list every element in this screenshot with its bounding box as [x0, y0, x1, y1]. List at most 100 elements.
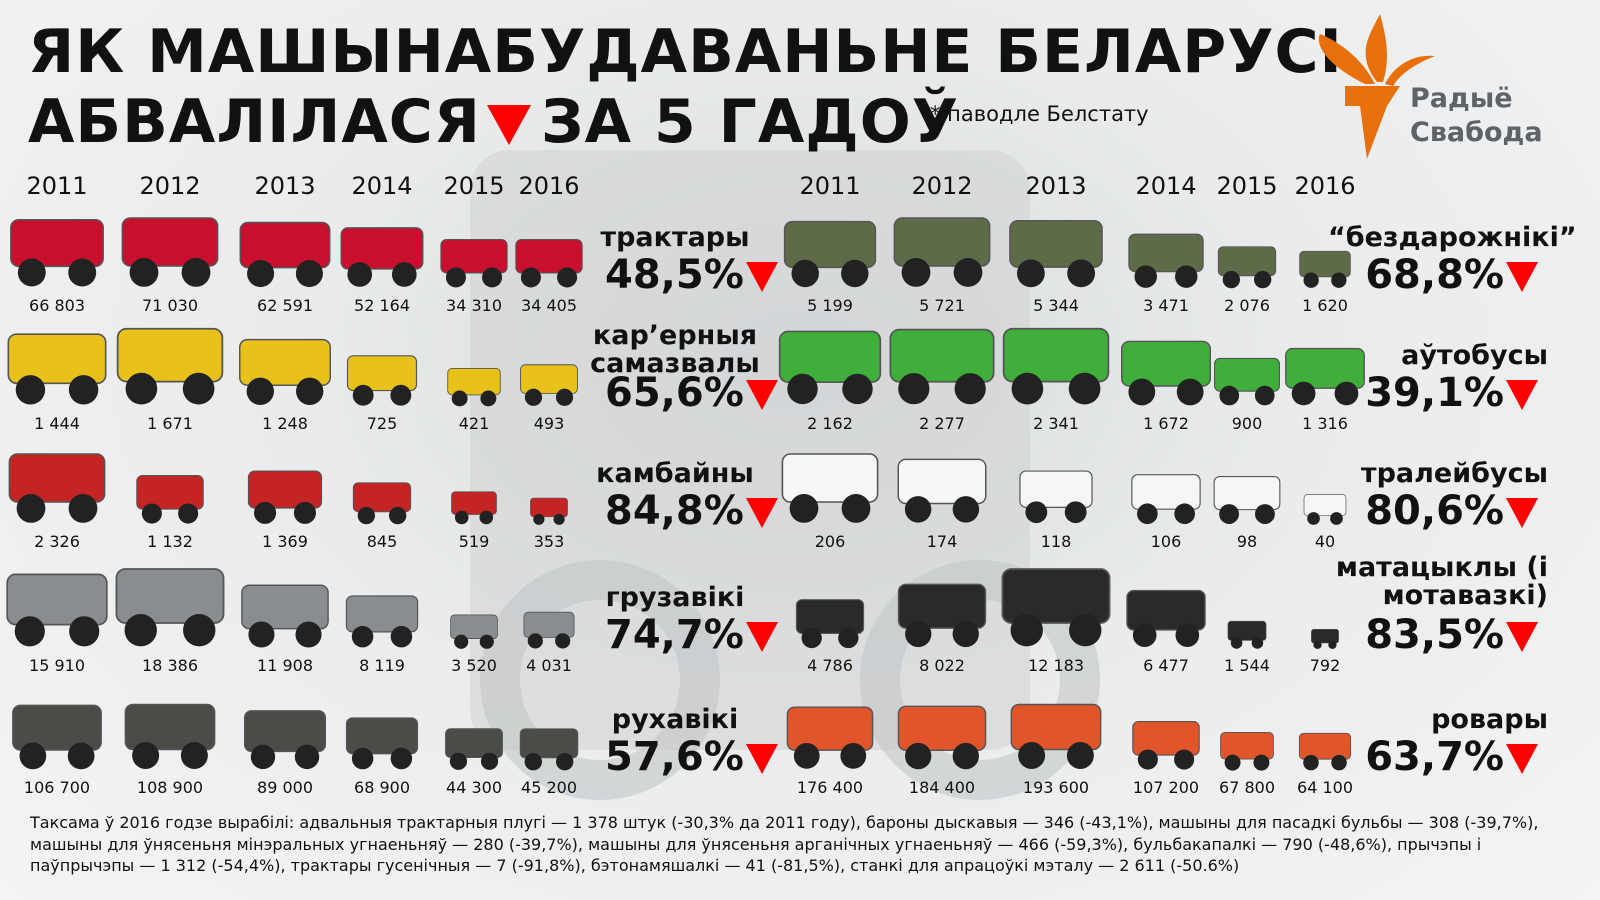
year-label: 2014: [351, 172, 413, 200]
value-label: 353: [533, 532, 565, 551]
source-note: * паводле Белстату: [930, 102, 1149, 126]
vehicle-icon: [244, 465, 327, 526]
vehicle-icon: [236, 578, 334, 650]
percent-value: 68,8%: [1365, 252, 1504, 298]
decline-percent: 83,5%: [1365, 612, 1548, 658]
down-triangle-icon: [1506, 622, 1538, 652]
category-label: трактары: [600, 222, 750, 253]
vehicle-icon: [447, 611, 500, 650]
value-label: 725: [366, 414, 398, 433]
value-label: 5 199: [807, 296, 853, 315]
vehicle-icon: [997, 320, 1116, 408]
decline-percent: 84,8%: [605, 488, 788, 534]
decline-percent: 39,1%: [1365, 370, 1548, 416]
category-label: грузавікі: [605, 582, 745, 613]
value-label: 900: [1231, 414, 1263, 433]
decline-percent: 63,7%: [1365, 734, 1548, 780]
value-label: 193 600: [1022, 778, 1090, 797]
value-label: 1 444: [34, 414, 80, 433]
vehicle-icon: [336, 221, 429, 290]
value-label: 98: [1236, 532, 1258, 551]
category-label: тралейбусы: [1360, 458, 1548, 489]
category-label: матацыклы (і мотавазкі): [1335, 552, 1548, 612]
vehicle-icon: [883, 321, 1000, 408]
value-label: 174: [926, 532, 958, 551]
vehicle-icon: [528, 495, 570, 526]
vehicle-icon: [342, 712, 423, 772]
percent-value: 63,7%: [1365, 734, 1504, 780]
vehicle-icon: [234, 215, 335, 290]
vehicle-icon: [109, 560, 231, 650]
value-label: 2 341: [1033, 414, 1079, 433]
footnote: Таксама ў 2016 годзе вырабілі: адвальныя…: [30, 813, 1539, 876]
value-label: 519: [458, 532, 490, 551]
vehicle-icon: [1296, 729, 1354, 772]
value-label: 18 386: [142, 656, 198, 675]
value-label: 2 277: [919, 414, 965, 433]
down-triangle-icon: [1506, 262, 1538, 292]
value-label: 89 000: [257, 778, 313, 797]
value-label: 1 620: [1302, 296, 1348, 315]
value-label: 108 900: [136, 778, 204, 797]
value-label: 1 672: [1143, 414, 1189, 433]
value-label: 4 031: [526, 656, 572, 675]
year-label: 2012: [911, 172, 973, 200]
vehicle-icon: [517, 360, 582, 408]
vehicle-icon: [893, 699, 992, 772]
vehicle-icon: [893, 577, 992, 650]
value-label: 15 910: [29, 656, 85, 675]
vehicle-icon: [1127, 469, 1204, 526]
vehicle-icon: [888, 210, 996, 290]
vehicle-icon: [442, 724, 507, 772]
down-triangle-icon: [487, 105, 531, 146]
value-label: 71 030: [142, 296, 198, 315]
down-triangle-icon: [745, 498, 778, 528]
vehicle-icon: [1116, 334, 1216, 408]
value-label: 1 671: [147, 414, 193, 433]
vehicle-icon: [779, 214, 882, 290]
logo-line-2: Свабода: [1410, 116, 1543, 148]
category-label: рухавікі: [611, 704, 739, 735]
year-label: 2013: [1025, 172, 1087, 200]
vehicle-icon: [132, 470, 207, 526]
value-label: 11 908: [257, 656, 313, 675]
vehicle-icon: [449, 488, 500, 526]
value-label: 1 132: [147, 532, 193, 551]
value-label: 1 316: [1302, 414, 1348, 433]
vehicle-icon: [1128, 716, 1203, 772]
vehicle-icon: [521, 608, 578, 650]
year-label: 2011: [799, 172, 861, 200]
torch-logo-icon: [1318, 14, 1435, 159]
value-label: 5 721: [919, 296, 965, 315]
value-label: 3 520: [451, 656, 497, 675]
vehicle-icon: [436, 234, 511, 290]
category-label: кар’ерныя самазвалы: [590, 320, 760, 380]
value-label: 107 200: [1132, 778, 1200, 797]
value-label: 845: [366, 532, 398, 551]
value-label: 6 477: [1143, 656, 1189, 675]
year-label: 2016: [518, 172, 580, 200]
value-label: 176 400: [796, 778, 864, 797]
value-label: 64 100: [1297, 778, 1353, 797]
vehicle-icon: [444, 364, 504, 408]
decline-percent: 74,7%: [605, 612, 788, 658]
vehicle-icon: [7, 698, 107, 772]
vehicle-icon: [111, 320, 230, 408]
vehicle-icon: [1124, 228, 1208, 290]
down-triangle-icon: [1506, 744, 1538, 774]
vehicle-icon: [1122, 584, 1211, 650]
down-triangle-icon: [1506, 498, 1538, 528]
vehicle-icon: [1296, 247, 1353, 290]
percent-value: 84,8%: [605, 488, 744, 534]
logo-line-1: Радыё: [1410, 83, 1513, 114]
decline-percent: 57,6%: [605, 734, 788, 780]
vehicle-icon: [5, 212, 110, 290]
category-label: аўтобусы: [1401, 340, 1548, 371]
value-label: 493: [533, 414, 565, 433]
vehicle-icon: [1004, 213, 1108, 290]
logo-text: Радыё Свабода: [1410, 82, 1543, 150]
value-label: 67 800: [1219, 778, 1275, 797]
vehicle-icon: [1217, 728, 1277, 772]
value-label: 62 591: [257, 296, 313, 315]
year-label: 2011: [26, 172, 88, 200]
